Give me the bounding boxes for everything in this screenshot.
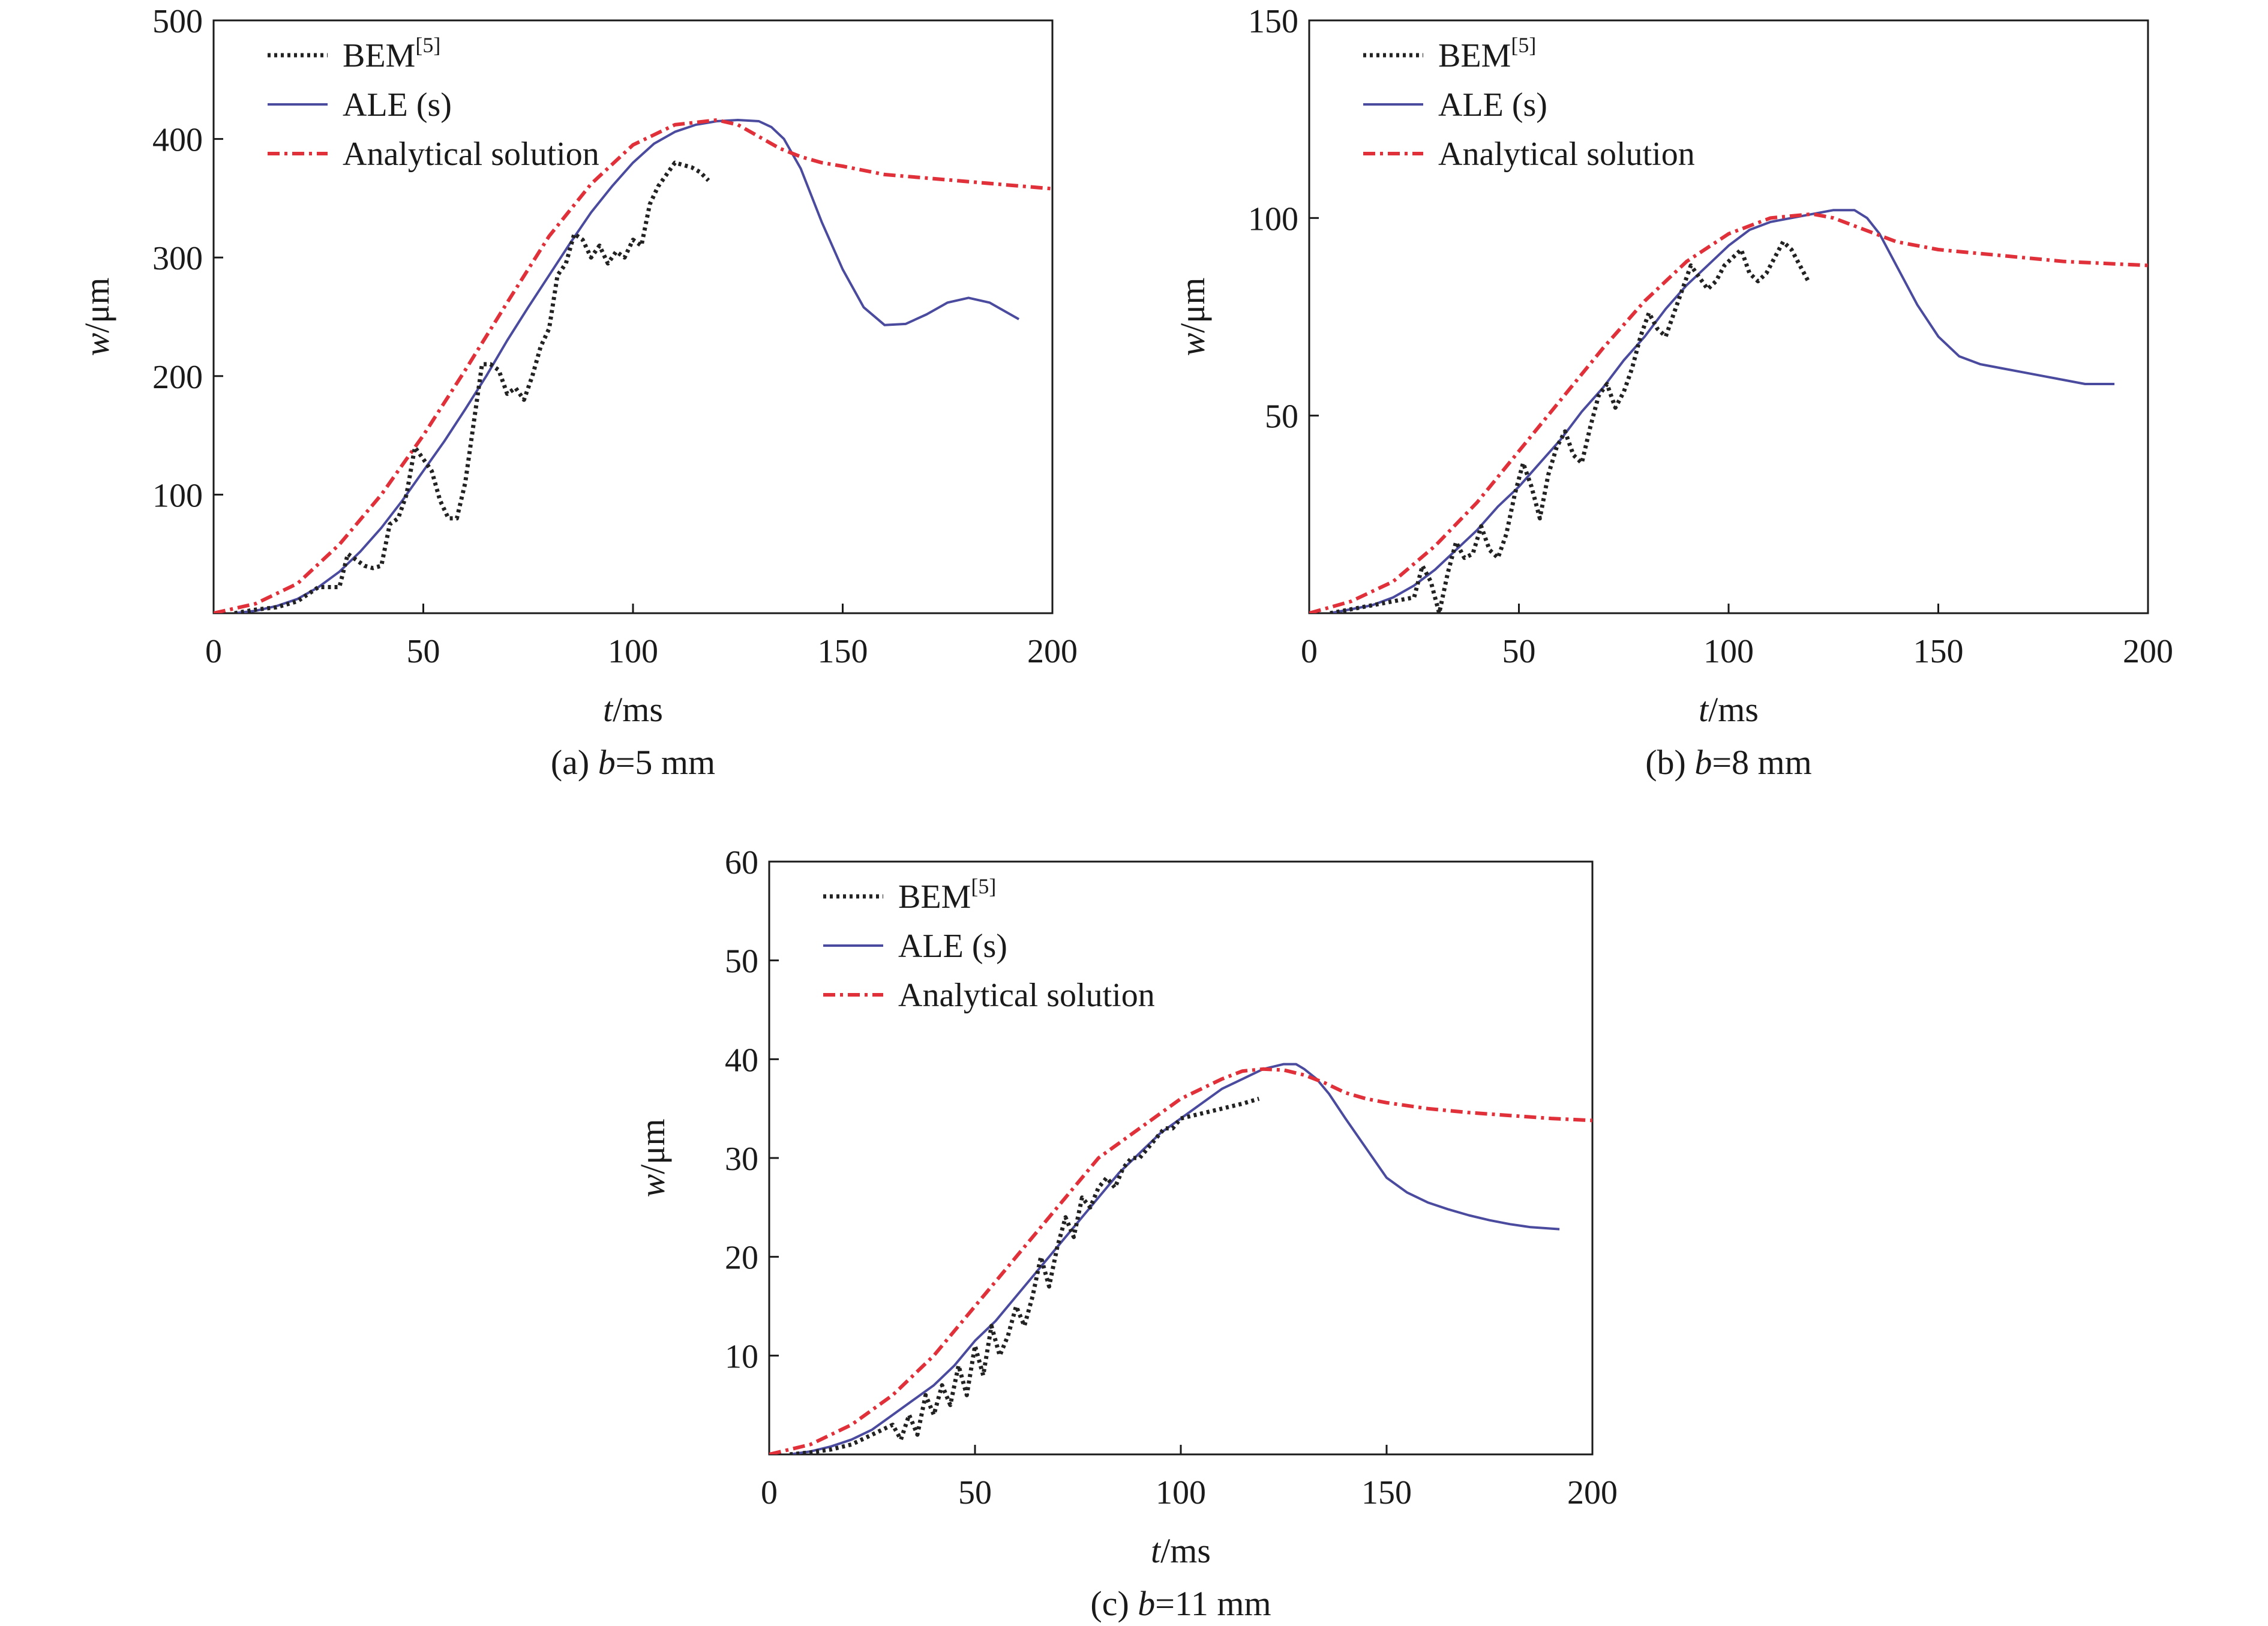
legend-sup: [5] — [971, 874, 996, 898]
panel-c: 0 50 100 150 200 10 20 30 40 50 60 t/ms w/μm (c) b=11… — [633, 844, 1618, 1623]
x-tick-label: 0 — [205, 633, 222, 670]
panel-a: 0 50 100 150 200 100 200 300 400 500 t/ms w/μm (a) b… — [77, 3, 1078, 782]
x-tick-label: 0 — [761, 1474, 778, 1511]
x-tick-label: 50 — [407, 633, 440, 670]
plot-frame — [768, 860, 1594, 1456]
y-tick-label: 400 — [152, 122, 203, 159]
series-line-ale-s — [234, 119, 1020, 613]
y-tick-label: 100 — [152, 477, 203, 514]
y-tick-label: 60 — [725, 844, 758, 881]
legend-label: Analytical solution — [898, 977, 1155, 1014]
legend-label: ALE (s) — [343, 86, 452, 124]
y-axis-label: w/μm — [77, 277, 116, 356]
x-tick-label: 50 — [1502, 633, 1536, 670]
caption-var: b — [1694, 743, 1712, 782]
x-axis-unit: /ms — [1708, 690, 1759, 729]
legend-name: BEM — [898, 878, 971, 916]
y-tick-label: 30 — [725, 1141, 758, 1178]
panel-caption: (c) b=11 mm — [1090, 1584, 1271, 1623]
y-axis-var: w — [1173, 333, 1212, 356]
series-line-bem — [1330, 239, 1810, 613]
y-tick-label: 20 — [725, 1240, 758, 1277]
x-tick-label: 50 — [958, 1474, 992, 1511]
plot-frame — [1308, 19, 2149, 614]
series-line-ale-s — [790, 1063, 1560, 1454]
y-axis-var: w — [633, 1174, 672, 1198]
y-tick-label: 500 — [152, 3, 203, 40]
y-tick-label: 50 — [725, 943, 758, 980]
legend-name: Analytical solution — [1438, 136, 1695, 173]
caption-var: b — [1138, 1584, 1155, 1623]
y-axis-unit: /μm — [633, 1118, 672, 1174]
legend-sup: [5] — [415, 33, 440, 57]
x-tick-label: 100 — [1703, 633, 1754, 670]
x-axis-unit: /ms — [613, 690, 663, 729]
legend-label: ALE (s) — [898, 928, 1007, 965]
x-axis-unit: /ms — [1160, 1531, 1211, 1570]
legend-name: ALE (s) — [898, 928, 1007, 965]
legend-label: BEM[5] — [1438, 33, 1536, 74]
y-tick-label: 300 — [152, 240, 203, 277]
y-axis-var: w — [77, 333, 116, 356]
legend-label: Analytical solution — [343, 136, 599, 173]
x-tick-label: 150 — [818, 633, 868, 670]
legend-sup: [5] — [1511, 33, 1536, 57]
series-line-analytical-solution — [214, 118, 1052, 613]
x-tick-label: 150 — [1361, 1474, 1412, 1511]
series-line-bem — [234, 160, 710, 613]
caption-prefix: (c) — [1090, 1584, 1138, 1623]
series-line-bem — [789, 1096, 1260, 1454]
y-tick-label: 200 — [152, 359, 203, 396]
panel-caption: (b) b=8 mm — [1645, 743, 1812, 782]
x-axis-var: t — [1151, 1531, 1162, 1570]
x-axis-label: t/ms — [603, 690, 663, 729]
panel-b: 0 50 100 150 200 50 100 150 t/ms w/μm (b) b=8 mm BE… — [1173, 3, 2173, 782]
y-tick-label: 100 — [1248, 200, 1298, 238]
x-tick-label: 200 — [1027, 633, 1078, 670]
x-axis-label: t/ms — [1699, 690, 1759, 729]
series-line-analytical-solution — [769, 1067, 1592, 1454]
x-tick-label: 150 — [1913, 633, 1964, 670]
y-tick-label: 10 — [725, 1338, 758, 1375]
legend-label: BEM[5] — [343, 33, 440, 74]
x-tick-label: 200 — [1567, 1474, 1618, 1511]
caption-prefix: (a) — [551, 743, 598, 782]
legend-name: ALE (s) — [343, 86, 452, 124]
plot-frame — [212, 19, 1054, 614]
series-line-analytical-solution — [1309, 212, 2148, 613]
legend-name: BEM — [343, 37, 415, 74]
legend-name: ALE (s) — [1438, 86, 1547, 124]
x-tick-label: 100 — [608, 633, 658, 670]
x-tick-label: 100 — [1156, 1474, 1206, 1511]
x-axis-var: t — [1699, 690, 1709, 729]
legend-name: Analytical solution — [898, 977, 1155, 1014]
legend-name: Analytical solution — [343, 136, 599, 173]
legend-label: Analytical solution — [1438, 136, 1695, 173]
caption-suffix: =11 mm — [1155, 1584, 1271, 1623]
legend-label: BEM[5] — [898, 874, 996, 916]
y-tick-label: 50 — [1265, 398, 1298, 436]
x-axis-var: t — [603, 690, 614, 729]
legend-label: ALE (s) — [1438, 86, 1547, 124]
y-tick-label: 40 — [725, 1042, 758, 1079]
y-axis-unit: /μm — [77, 277, 116, 332]
y-tick-label: 150 — [1248, 3, 1298, 40]
caption-var: b — [598, 743, 616, 782]
caption-prefix: (b) — [1645, 743, 1694, 782]
panel-caption: (a) b=5 mm — [551, 743, 715, 782]
x-tick-label: 200 — [2123, 633, 2173, 670]
caption-suffix: =8 mm — [1712, 743, 1811, 782]
x-tick-label: 0 — [1301, 633, 1318, 670]
caption-suffix: =5 mm — [616, 743, 715, 782]
y-axis-label: w/μm — [633, 1118, 672, 1197]
y-axis-label: w/μm — [1173, 277, 1212, 356]
legend-name: BEM — [1438, 37, 1511, 74]
y-axis-unit: /μm — [1173, 277, 1212, 332]
x-axis-label: t/ms — [1151, 1531, 1211, 1570]
series-line-ale-s — [1330, 209, 2115, 613]
